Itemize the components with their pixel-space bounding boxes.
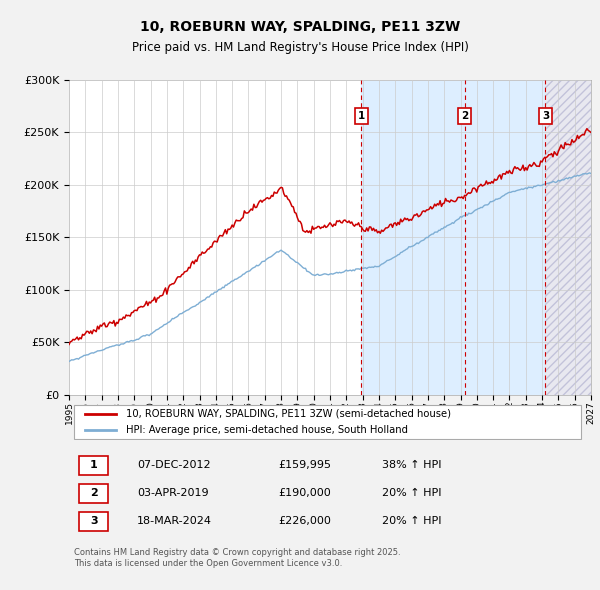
Text: 03-APR-2019: 03-APR-2019 [137, 488, 208, 498]
Bar [545, 80, 593, 395]
Text: Contains HM Land Registry data © Crown copyright and database right 2025.
This d: Contains HM Land Registry data © Crown c… [74, 548, 401, 568]
Text: 07-DEC-2012: 07-DEC-2012 [137, 460, 211, 470]
Text: 1: 1 [90, 460, 98, 470]
Text: 18-MAR-2024: 18-MAR-2024 [137, 516, 212, 526]
Text: 2: 2 [90, 488, 98, 498]
Text: £226,000: £226,000 [278, 516, 331, 526]
Text: £190,000: £190,000 [278, 488, 331, 498]
Text: HPI: Average price, semi-detached house, South Holland: HPI: Average price, semi-detached house,… [127, 425, 409, 435]
FancyBboxPatch shape [74, 405, 581, 439]
Text: 3: 3 [90, 516, 98, 526]
Text: 20% ↑ HPI: 20% ↑ HPI [382, 516, 442, 526]
Text: 3: 3 [542, 112, 549, 122]
Text: Price paid vs. HM Land Registry's House Price Index (HPI): Price paid vs. HM Land Registry's House … [131, 41, 469, 54]
Text: 10, ROEBURN WAY, SPALDING, PE11 3ZW (semi-detached house): 10, ROEBURN WAY, SPALDING, PE11 3ZW (sem… [127, 409, 451, 419]
Bar [545, 80, 593, 395]
Text: 20% ↑ HPI: 20% ↑ HPI [382, 488, 442, 498]
FancyBboxPatch shape [79, 512, 108, 531]
FancyBboxPatch shape [79, 484, 108, 503]
Text: £159,995: £159,995 [278, 460, 331, 470]
FancyBboxPatch shape [79, 455, 108, 475]
Text: 2: 2 [461, 112, 468, 122]
Text: 38% ↑ HPI: 38% ↑ HPI [382, 460, 442, 470]
Bar [361, 80, 545, 395]
Text: 1: 1 [358, 112, 365, 122]
Text: 10, ROEBURN WAY, SPALDING, PE11 3ZW: 10, ROEBURN WAY, SPALDING, PE11 3ZW [140, 19, 460, 34]
